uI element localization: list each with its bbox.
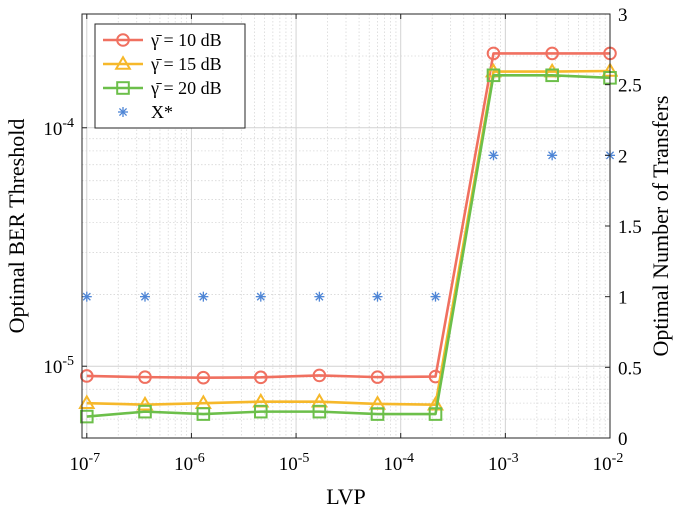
square-marker xyxy=(79,409,94,424)
triangle-marker xyxy=(78,394,96,409)
y2-tick-label: 1 xyxy=(618,288,628,309)
square-marker xyxy=(370,407,385,421)
legend-entry: γ̄ = 15 dB xyxy=(103,54,222,74)
asterisk-marker xyxy=(314,291,325,302)
circle-marker xyxy=(312,368,327,383)
series-line xyxy=(86,52,610,380)
legend-entry: γ̄ = 20 dB xyxy=(103,78,222,98)
asterisk-marker xyxy=(488,150,499,161)
asterisk-marker xyxy=(255,291,266,302)
circle-marker xyxy=(253,370,268,385)
y2-axis-title: Optimal Number of Transfers xyxy=(648,96,673,357)
series-line xyxy=(86,73,611,418)
square-marker xyxy=(312,404,327,419)
asterisk-marker xyxy=(372,291,383,302)
y2-tick-label: 0 xyxy=(618,429,628,450)
circle-marker xyxy=(138,370,152,384)
y2-tick-label: 2 xyxy=(618,146,628,167)
x-tick-label: 10-4 xyxy=(383,451,414,475)
series-2 xyxy=(79,68,617,424)
y-tick-label: 10-5 xyxy=(43,354,74,378)
x-axis-title: LVP xyxy=(326,484,366,509)
square-marker xyxy=(116,81,130,95)
y2-tick-label: 1.5 xyxy=(618,217,642,238)
circle-marker xyxy=(116,33,130,47)
x-tick-label: 10-2 xyxy=(593,451,624,475)
legend-label: X* xyxy=(151,102,173,122)
triangle-marker xyxy=(136,395,154,411)
y2-tick-label: 3 xyxy=(618,5,628,26)
asterisk-marker xyxy=(430,291,441,302)
series-layer xyxy=(78,46,618,424)
circle-marker xyxy=(545,46,559,61)
x-tick-label: 10-7 xyxy=(69,451,100,475)
legend: γ̄ = 10 dB γ̄ = 15 dB γ̄ = 20 dB X* xyxy=(94,23,246,129)
legend-entry: X* xyxy=(118,102,173,122)
x-tick-label: 10-5 xyxy=(279,451,310,475)
square-marker xyxy=(253,404,268,419)
x-tick-label: 10-6 xyxy=(174,451,205,475)
square-marker xyxy=(545,68,559,83)
circle-marker xyxy=(486,46,501,61)
square-marker xyxy=(196,407,211,421)
legend-entry: γ̄ = 10 dB xyxy=(103,30,222,50)
series-3 xyxy=(81,150,615,302)
asterisk-marker xyxy=(547,150,558,161)
x-tick-label: 10-3 xyxy=(488,451,519,475)
y-axis-title: Optimal BER Threshold xyxy=(4,119,29,334)
square-marker xyxy=(138,404,152,419)
grid-layer xyxy=(82,14,611,438)
asterisk-marker xyxy=(140,291,151,302)
series-line xyxy=(86,69,611,406)
square-marker xyxy=(428,407,443,421)
legend-box xyxy=(94,23,246,129)
asterisk-marker xyxy=(118,107,128,117)
y2-tick-label: 0.5 xyxy=(618,358,642,379)
circle-marker xyxy=(79,369,94,383)
circle-marker xyxy=(196,370,211,385)
legend-label: γ̄ = 20 dB xyxy=(150,78,222,98)
y-tick-label: 10-4 xyxy=(43,116,74,140)
asterisk-marker xyxy=(81,291,92,302)
axes-frame xyxy=(81,13,611,439)
asterisk-marker xyxy=(198,291,209,302)
triangle-marker xyxy=(114,55,132,70)
circle-marker xyxy=(370,370,385,384)
series-0 xyxy=(79,46,617,385)
series-1 xyxy=(78,62,618,411)
y2-tick-label: 2.5 xyxy=(618,76,642,97)
square-marker xyxy=(486,68,501,83)
tick-labels: 10-7 10-6 10-5 10-4 10-3 10-2 10-5 10-4 0 0.5 1 1.5… xyxy=(43,5,641,475)
legend-label: γ̄ = 10 dB xyxy=(150,30,222,50)
legend-label: γ̄ = 15 dB xyxy=(150,54,222,74)
